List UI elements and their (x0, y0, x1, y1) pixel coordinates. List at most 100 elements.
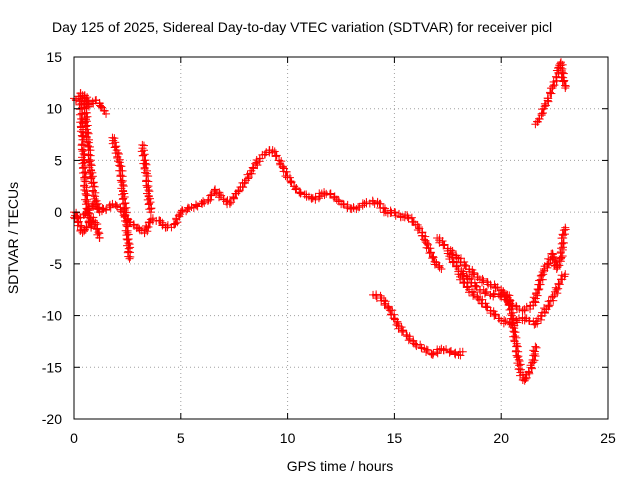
data-point-fill (512, 341, 521, 350)
data-point (87, 166, 96, 175)
data-point-fill (171, 219, 180, 228)
data-point-fill (453, 261, 462, 270)
data-point-fill (141, 159, 150, 168)
data-point (531, 342, 540, 351)
data-point-fill (448, 258, 457, 267)
data-point-fill (277, 157, 286, 166)
data-point-fill (463, 282, 472, 291)
data-point-fill (539, 109, 548, 118)
data-point-fill (545, 88, 554, 97)
data-point-fill (499, 319, 508, 328)
data-point-fill (553, 289, 562, 298)
data-point-fill (376, 291, 385, 300)
data-point-fill (403, 213, 412, 222)
data-point-fill (82, 137, 91, 146)
y-axis-label: SDTVAR / TECUs (5, 182, 21, 294)
data-point-fill (379, 296, 388, 305)
data-point-fill (552, 285, 561, 294)
data-point-fill (533, 285, 542, 294)
data-point (102, 109, 111, 118)
data-point-fill (468, 270, 477, 279)
data-point-fill (142, 224, 151, 233)
x-tick-label: 10 (280, 430, 296, 446)
data-point-fill (557, 253, 566, 262)
data-point-fill (82, 108, 91, 117)
data-point-fill (93, 199, 102, 208)
data-point-fill (413, 226, 422, 235)
data-point-fill (379, 203, 388, 212)
data-point (428, 350, 437, 359)
data-point-fill (549, 296, 558, 305)
data-point-fill (548, 82, 557, 91)
data-point-fill (412, 342, 421, 351)
data-point-fill (430, 260, 439, 269)
data-point (176, 208, 185, 217)
data-point-fill (545, 259, 554, 268)
data-point-fill (116, 162, 125, 171)
data-point (437, 265, 446, 274)
data-point-fill (320, 188, 329, 197)
data-point-fill (82, 223, 91, 232)
data-point-fill (116, 176, 125, 185)
data-point-fill (244, 174, 253, 183)
data-point-fill (513, 359, 522, 368)
data-point-fill (510, 328, 519, 337)
data-point-fill (506, 299, 515, 308)
data-points (70, 58, 570, 385)
data-point-fill (469, 291, 478, 300)
data-point-fill (478, 274, 487, 283)
data-point-fill (521, 375, 530, 384)
data-point-fill (80, 185, 89, 194)
data-point-fill (272, 151, 281, 160)
data-point-fill (278, 163, 287, 172)
data-point-fill (83, 128, 92, 137)
data-point-fill (88, 168, 97, 177)
data-point-fill (96, 102, 105, 111)
data-point-fill (292, 184, 301, 193)
data-point-fill (139, 151, 148, 160)
data-point-fill (82, 191, 91, 200)
data-point-fill (557, 244, 566, 253)
data-point-fill (423, 239, 432, 248)
data-point-fill (138, 144, 147, 153)
x-tick-label: 5 (177, 430, 185, 446)
data-point-fill (490, 289, 499, 298)
chart-title: Day 125 of 2025, Sidereal Day-to-day VTE… (52, 19, 552, 35)
data-point-fill (399, 326, 408, 335)
data-point-fill (536, 312, 545, 321)
data-point-fill (550, 81, 559, 90)
data-point-fill (272, 152, 281, 161)
data-point-fill (537, 109, 546, 118)
x-tick-label: 20 (493, 430, 509, 446)
data-point-fill (193, 202, 202, 211)
data-point-fill (545, 301, 554, 310)
y-tick-label: -20 (42, 411, 62, 427)
data-point (125, 254, 134, 263)
data-point-fill (439, 241, 448, 250)
data-point-fill (286, 177, 295, 186)
data-point-fill (122, 222, 131, 231)
y-tick-label: 15 (46, 49, 62, 65)
data-point-fill (459, 279, 468, 288)
data-point-fill (229, 194, 238, 203)
x-tick-label: 0 (70, 430, 78, 446)
y-tick-label: 5 (54, 152, 62, 168)
data-point-fill (537, 271, 546, 280)
data-point-fill (384, 304, 393, 313)
data-point-fill (479, 276, 488, 285)
data-point-fill (296, 189, 305, 198)
data-point-fill (390, 310, 399, 319)
data-point-fill (311, 192, 320, 201)
data-point-fill (508, 314, 517, 323)
data-point-fill (422, 347, 431, 356)
data-point-fill (480, 289, 489, 298)
data-point-fill (474, 294, 483, 303)
data-point-fill (214, 193, 223, 202)
data-point-fill (460, 260, 469, 269)
data-point-fill (490, 311, 499, 320)
data-point (95, 208, 104, 217)
data-point-fill (522, 302, 531, 311)
data-point-fill (82, 117, 91, 126)
data-point-fill (532, 343, 541, 352)
data-point (561, 270, 570, 279)
